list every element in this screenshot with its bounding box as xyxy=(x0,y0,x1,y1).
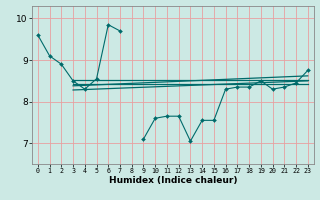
X-axis label: Humidex (Indice chaleur): Humidex (Indice chaleur) xyxy=(108,176,237,185)
